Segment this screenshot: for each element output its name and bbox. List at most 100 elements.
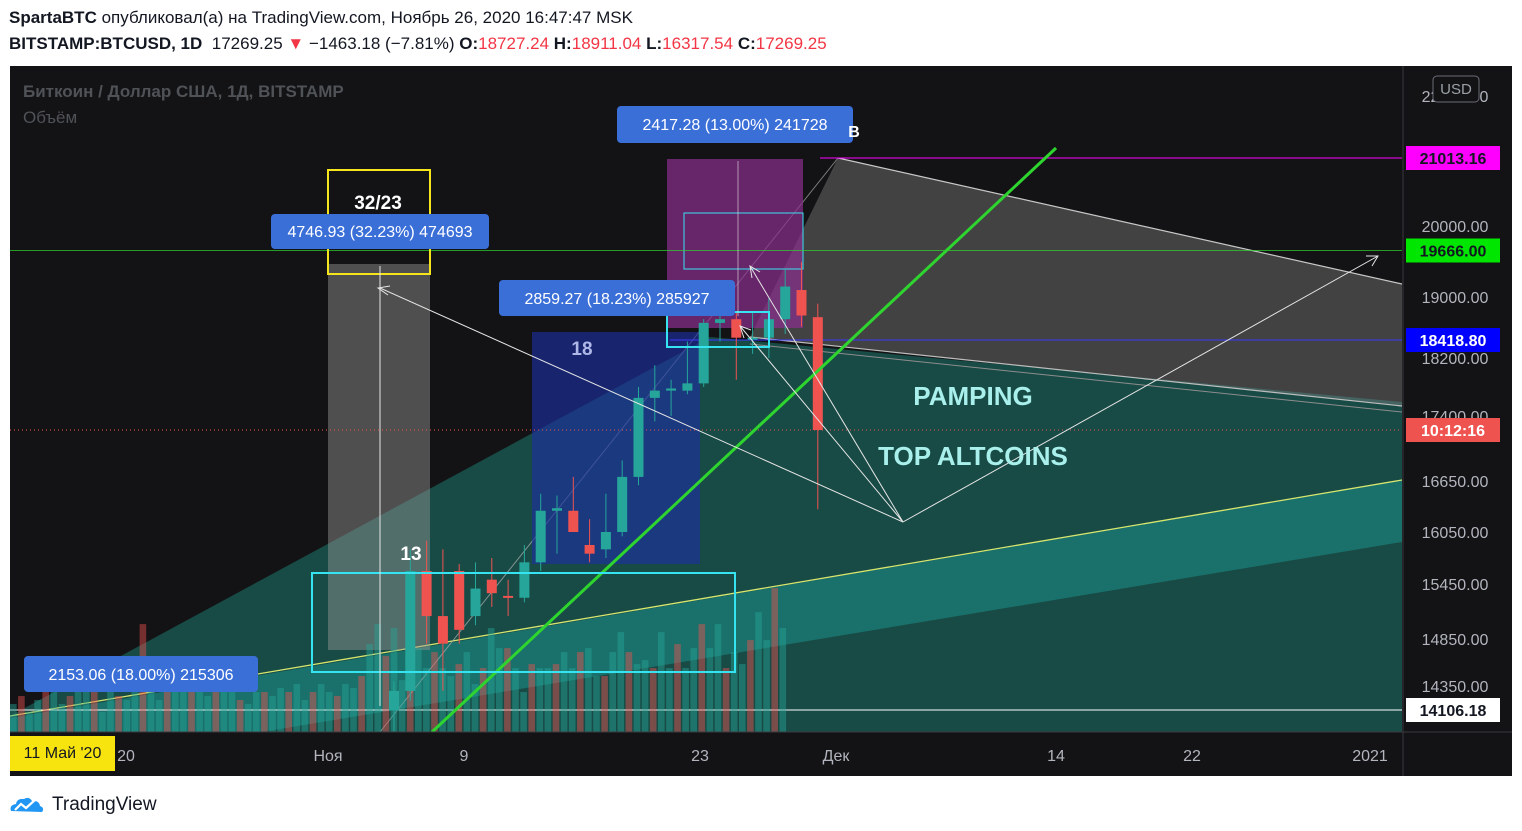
- volume-bar: [99, 712, 106, 732]
- volume-bar: [504, 648, 511, 732]
- volume-bar: [544, 668, 552, 732]
- currency-button[interactable]: USD: [1432, 75, 1480, 103]
- volume-bar: [641, 660, 649, 732]
- volume-bar: [382, 656, 390, 732]
- volume-bar: [552, 664, 560, 732]
- volume-bar: [479, 668, 487, 732]
- annotation-arrows: [376, 161, 1379, 706]
- time-tick-label: 14: [1047, 748, 1065, 765]
- candle-body: [454, 571, 465, 630]
- volume-bar: [147, 688, 155, 732]
- volume-bar: [123, 700, 130, 732]
- price-axis[interactable]: 22000.0020000.0019000.0018200.0017400.00…: [1422, 89, 1489, 696]
- price-tag: 14106.18: [1406, 698, 1500, 722]
- high-value: 18911.04: [571, 34, 642, 53]
- candle-body: [389, 690, 399, 711]
- point-label-b: B: [848, 124, 860, 141]
- wedge-mid-line: [749, 336, 1402, 407]
- candle: [731, 311, 742, 380]
- price-tags: 21013.16 19666.00 18418.80 10:12:16 14106.18: [1406, 146, 1500, 722]
- volume-bar: [188, 688, 195, 732]
- volume-bar: [42, 684, 49, 732]
- volume-bar: [277, 688, 284, 732]
- candle-body: [552, 508, 562, 511]
- candle: [421, 540, 432, 644]
- high-label: H:: [553, 34, 572, 53]
- candle: [486, 558, 497, 607]
- volume-bar: [131, 692, 139, 732]
- candle-body: [421, 571, 432, 617]
- time-axis[interactable]: 20 Ноя 9 23 Дек 14 22 2021: [117, 748, 1388, 765]
- volume-bar: [269, 696, 276, 732]
- chart-canvas[interactable]: 2417.28 (13.00%) 241728 4746.93 (32.23%)…: [10, 66, 1512, 776]
- price-tick-label: 15450.00: [1422, 577, 1489, 594]
- measure-label-bottom[interactable]: 2153.06 (18.00%) 215306: [24, 656, 258, 692]
- volume-bar: [285, 692, 292, 732]
- volume-bar: [447, 676, 454, 732]
- price-tag-label: 10:12:16: [1421, 423, 1485, 440]
- candle: [682, 341, 693, 395]
- volume-bar: [26, 712, 33, 732]
- footer-brand[interactable]: TradingView: [8, 792, 157, 818]
- volume-bar: [730, 652, 738, 732]
- volume-bar: [536, 668, 544, 732]
- time-tick-label: 22: [1183, 748, 1201, 765]
- candle-body: [470, 588, 481, 617]
- down-arrow-icon: ▼: [287, 34, 305, 53]
- volume-bar: [107, 692, 114, 732]
- green-trendline: [430, 146, 1058, 732]
- volume-bar: [342, 684, 349, 732]
- candle-body: [796, 290, 807, 316]
- price-tag: 18418.80: [1406, 328, 1500, 352]
- count-label-18: 18: [571, 339, 592, 360]
- candle: [649, 365, 660, 422]
- volume-bar: [334, 696, 341, 732]
- volume-bar: [374, 624, 382, 732]
- volume-bar: [617, 632, 625, 732]
- volume-bar: [390, 628, 398, 732]
- time-tick-label: Дек: [823, 748, 851, 765]
- candle-body: [731, 319, 742, 338]
- price-tag-label: 21013.16: [1420, 151, 1487, 168]
- measure-label-mid-text: 2859.27 (18.23%) 285927: [524, 291, 709, 308]
- volume-bar: [82, 692, 90, 732]
- volume-bar: [358, 676, 365, 732]
- price-tick-label: 20000.00: [1422, 219, 1489, 236]
- candle-body: [503, 595, 514, 598]
- volume-bar: [58, 704, 66, 732]
- author-name[interactable]: SpartaBTC: [9, 8, 97, 27]
- volume-bar: [228, 692, 236, 732]
- volume-bar: [747, 640, 754, 732]
- candle-body: [584, 545, 595, 554]
- volume-bar: [577, 652, 584, 732]
- volume-bar: [423, 668, 430, 732]
- cyan-consolidation-box: [311, 572, 736, 673]
- close-label: C:: [737, 34, 756, 53]
- candle: [617, 460, 628, 537]
- candle: [584, 519, 595, 563]
- candle: [780, 269, 791, 334]
- measure-label-mid[interactable]: 2859.27 (18.23%) 285927: [499, 280, 735, 316]
- volume-bar: [212, 692, 220, 732]
- candle: [666, 379, 677, 416]
- volume-bar: [520, 692, 527, 732]
- volume-bar: [690, 648, 697, 732]
- open-label: O:: [459, 34, 479, 53]
- volume-bar: [439, 668, 446, 732]
- candle-body: [715, 319, 725, 323]
- volume-bar: [236, 700, 244, 732]
- volume-bar: [512, 668, 519, 732]
- candle: [503, 579, 514, 617]
- measure-label-left[interactable]: 4746.93 (32.23%) 474693: [271, 214, 489, 249]
- volume-bar: [398, 680, 406, 732]
- ohlc-line: BITSTAMP:BTCUSD, 1D 17269.25 ▼ −1463.18 …: [9, 32, 827, 56]
- teal-channel-fill: [10, 337, 1402, 732]
- volume-bar: [431, 652, 438, 732]
- candle-body: [649, 390, 660, 398]
- volume-bar: [771, 588, 778, 732]
- teal-channel-lower-band: [10, 480, 1402, 732]
- measure-label-top[interactable]: 2417.28 (13.00%) 241728: [617, 106, 853, 143]
- volume-bar: [739, 664, 746, 732]
- candle: [552, 495, 562, 554]
- volume-bar: [755, 612, 762, 732]
